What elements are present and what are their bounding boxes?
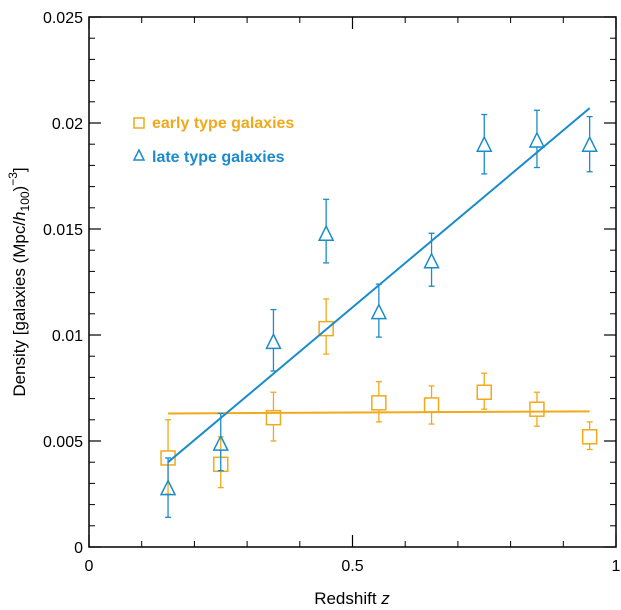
data-point xyxy=(370,303,388,320)
data-point xyxy=(528,131,546,148)
y-tick-label: 0 xyxy=(74,540,83,557)
y-tick-label: 0.025 xyxy=(43,10,83,27)
data-point xyxy=(581,429,598,445)
data-point xyxy=(265,409,282,426)
data-point xyxy=(318,320,334,337)
data-point xyxy=(423,397,440,413)
y-axis-title: Density [galaxies (Mpc/h100)−3] xyxy=(6,167,32,396)
data-point xyxy=(581,135,598,152)
data-point xyxy=(212,434,229,451)
y-tick-label: 0.01 xyxy=(52,328,83,345)
data-point xyxy=(423,252,440,269)
series-late xyxy=(159,107,598,518)
data-point xyxy=(529,401,545,417)
legend-label-late: late type galaxies xyxy=(152,149,285,166)
x-tick-label: 1 xyxy=(612,558,621,575)
x-axis-title: Redshift z xyxy=(314,589,390,608)
y-tick-label: 0.015 xyxy=(43,222,83,239)
data-point xyxy=(265,332,282,350)
x-tick-label: 0 xyxy=(85,558,94,575)
legend-label-early: early type galaxies xyxy=(152,115,294,132)
chart-axes: 0 0.5 1 0 0.005 0.01 0.015 0.02 0.025 xyxy=(43,10,621,575)
data-point xyxy=(159,478,177,496)
data-point xyxy=(317,224,335,241)
data-point xyxy=(476,384,492,400)
data-point xyxy=(476,135,493,152)
y-tick-label: 0.02 xyxy=(52,116,83,133)
legend-marker-early xyxy=(133,117,145,129)
legend: early type galaxies late type galaxies xyxy=(132,115,294,166)
y-tick-label: 0.005 xyxy=(43,434,83,451)
legend-marker-late xyxy=(132,148,146,161)
x-tick-label: 0.5 xyxy=(341,558,363,575)
data-point xyxy=(371,395,387,411)
chart-marks xyxy=(159,107,598,518)
